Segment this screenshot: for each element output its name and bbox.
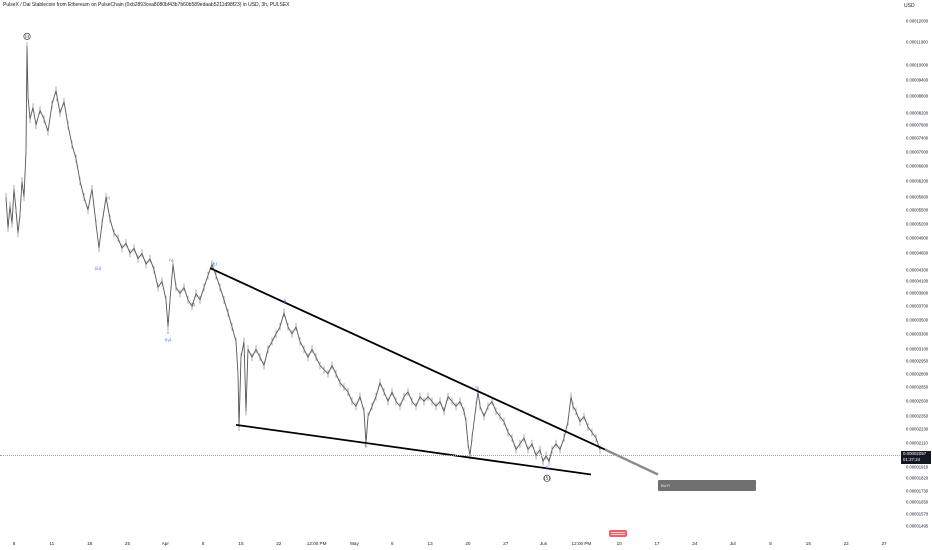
x-tick-label: Apr	[161, 541, 169, 546]
y-tick-label: 0.00005500	[906, 207, 929, 213]
y-tick-label: 0.00001730	[906, 488, 929, 494]
price-line	[5, 46, 601, 464]
x-tick-label: 10	[616, 541, 622, 546]
y-tick-label: 0.00010000	[906, 62, 929, 68]
y-tick-label: 0.00004600	[906, 250, 929, 256]
wave-label: E	[546, 465, 549, 471]
y-tick-label: 0.00009400	[906, 77, 929, 83]
x-tick-label: 12:00 PM	[306, 541, 327, 546]
wedge-trendline	[209, 267, 606, 451]
projection-arrow	[604, 448, 659, 476]
wave-label: iv	[169, 257, 173, 263]
x-tick-label: 24	[692, 541, 698, 546]
y-tick-label: 0.00003700	[906, 303, 929, 309]
price-axis[interactable]: 0.00012000 0.00011000 0.00010000 0.00009400…	[900, 0, 932, 550]
x-tick-label: 6	[390, 541, 394, 546]
price-series-layer	[5, 42, 601, 466]
x-tick-label: 25	[124, 541, 131, 546]
y-tick-label: 0.00003900	[906, 290, 929, 296]
current-price-value: 0.00002057	[903, 451, 927, 456]
trendline-layer	[209, 267, 659, 476]
x-tick-label: 6	[12, 541, 16, 546]
x-tick-label: Jun	[539, 541, 548, 546]
y-tick-label: 0.00003500	[906, 317, 929, 323]
y-tick-label: 0.00002800	[906, 371, 929, 377]
current-price-line	[0, 455, 900, 456]
y-tick-label: 0.00002650	[906, 384, 929, 390]
currency-label: USD	[904, 3, 915, 9]
y-tick-label: 0.00004300	[906, 267, 929, 273]
y-tick-label: 0.00001570	[906, 511, 929, 517]
y-tick-label: 0.00006200	[906, 178, 929, 184]
bar-countdown: 01:27:24	[903, 457, 921, 462]
wedge-trendline	[235, 423, 592, 476]
y-tick-label: 0.00003300	[906, 331, 929, 337]
x-tick-label: 12:00 PM	[571, 541, 592, 546]
buy-signal-box[interactable]: BUY!	[658, 480, 756, 491]
y-tick-label: 0.00011000	[906, 39, 928, 45]
x-tick-label: Jul	[729, 541, 736, 546]
y-tick-label: 0.00004900	[906, 235, 929, 241]
x-tick-label: 27	[503, 541, 509, 546]
wave-label: (b)	[211, 261, 217, 267]
wave-label: A	[193, 302, 196, 308]
y-tick-label: 0.00005800	[906, 194, 929, 200]
x-tick-label: 20	[465, 541, 471, 546]
y-tick-label: 0.00012000	[906, 18, 929, 24]
y-tick-label: 0.00001650	[906, 499, 929, 505]
wave-label: (iii)	[95, 266, 102, 272]
x-tick-label: 22	[276, 541, 282, 546]
y-tick-label: 0.00002350	[906, 413, 929, 419]
y-tick-label: 0.00004100	[906, 278, 929, 284]
y-tick-label: 0.00002230	[906, 426, 929, 432]
y-tick-label: 0.00002110	[906, 440, 928, 446]
wave-label: C	[364, 443, 367, 449]
current-price-tag: 0.00002057 01:27:24	[901, 451, 931, 464]
y-tick-label: 0.00005200	[906, 221, 929, 227]
x-tick-label: 8	[201, 541, 205, 546]
wave-label: D	[475, 386, 479, 392]
x-tick-label: 17	[654, 541, 660, 546]
wave-label: iii	[106, 195, 110, 201]
y-tick-label: 0.00001820	[906, 475, 929, 481]
y-tick-label: 0.00001910	[906, 464, 929, 470]
wave-label: (i)	[25, 34, 30, 40]
x-tick-label: 11	[49, 541, 55, 546]
y-tick-label: 0.00007800	[906, 122, 929, 128]
y-tick-label: 0.00002950	[906, 358, 929, 364]
x-tick-label: May	[350, 541, 359, 546]
y-tick-label: 0.00008800	[906, 93, 929, 99]
y-tick-label: 0.00002500	[906, 398, 929, 404]
x-tick-label: 18	[87, 541, 93, 546]
x-tick-label: 15	[805, 541, 811, 546]
y-tick-label: 0.00008200	[906, 110, 929, 116]
wave-label-circle	[23, 32, 31, 40]
y-tick-label: 0.00006600	[906, 163, 929, 169]
wave-label: ii	[56, 98, 58, 104]
x-tick-label: 13	[427, 541, 433, 546]
x-tick-label: 22	[843, 541, 849, 546]
y-tick-label: 0.00007000	[906, 149, 929, 155]
wave-label: (5)	[544, 476, 550, 482]
wave-label-circle	[543, 474, 551, 482]
chart-title: PulseX / Dai Stablecoin from Ethereum on…	[3, 2, 290, 8]
y-tick-label: 0.00007400	[906, 135, 929, 141]
tradingview-logo-icon[interactable]	[609, 530, 627, 537]
x-tick-label: 27	[881, 541, 887, 546]
y-tick-label: 0.00003100	[906, 346, 929, 352]
x-tick-label: 8	[769, 541, 772, 546]
wave-label: v	[167, 331, 170, 336]
wave-label: (iv)	[164, 338, 171, 344]
wave-label: B	[284, 299, 287, 305]
y-tick-label: 0.00001495	[906, 523, 929, 529]
x-tick-label: 15	[238, 541, 244, 546]
